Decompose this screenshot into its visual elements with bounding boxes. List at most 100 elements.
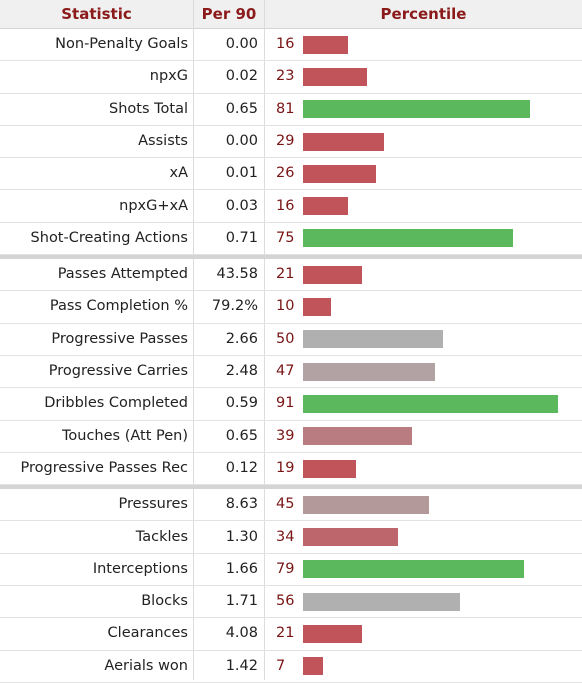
stat-label: Clearances (107, 625, 188, 642)
stat-label: Shot-Creating Actions (30, 229, 188, 246)
per90-value: 2.66 (225, 330, 258, 347)
per90-column-header[interactable]: Per 90 (201, 5, 257, 23)
per90-value: 1.42 (225, 657, 258, 674)
table-row: Progressive Passes Rec 0.12 19 (0, 453, 582, 486)
percentile-bar (303, 495, 429, 514)
percentile-bar (303, 298, 331, 317)
stat-label: npxG (149, 68, 188, 85)
per90-value: 0.71 (225, 229, 258, 246)
table-row: Aerials won 1.42 7 (0, 651, 582, 683)
per90-value: 1.71 (225, 593, 258, 610)
table-row: Touches (Att Pen) 0.65 39 (0, 421, 582, 453)
stat-label: Pressures (118, 496, 188, 513)
stat-label: Assists (138, 132, 188, 149)
table-row: Shots Total 0.65 81 (0, 94, 582, 126)
stat-label: Progressive Passes Rec (20, 459, 188, 476)
percentile-bar (303, 592, 460, 611)
percentile-value: 45 (276, 496, 295, 513)
percentile-value: 29 (276, 132, 295, 149)
per90-value: 0.00 (225, 36, 258, 52)
percentile-value: 16 (276, 197, 295, 214)
per90-value: 1.66 (225, 560, 258, 577)
per90-value: 1.30 (225, 528, 258, 545)
percentile-bar (303, 265, 362, 284)
per90-value: 0.01 (225, 165, 258, 182)
percentile-value: 81 (276, 100, 295, 117)
per90-value: 2.48 (225, 363, 258, 379)
per90-value: 8.63 (225, 496, 258, 513)
percentile-value: 23 (276, 68, 295, 85)
stat-label: Progressive Passes (51, 330, 188, 347)
percentile-value: 21 (276, 266, 295, 283)
stat-label: Interceptions (92, 560, 188, 577)
table-row: Pass Completion % 79.2% 10 (0, 291, 582, 324)
per90-value: 4.08 (225, 625, 258, 642)
percentile-bar (303, 164, 376, 183)
percentile-value: 50 (276, 330, 295, 347)
percentile-value: 21 (276, 625, 295, 642)
table-row: Assists 0.00 29 (0, 126, 582, 159)
percentile-bar (303, 229, 513, 248)
percentile-bar (303, 132, 385, 151)
table-row: Progressive Passes 2.66 50 (0, 324, 582, 356)
per90-value: 0.00 (225, 132, 258, 149)
per90-value: 0.03 (225, 197, 258, 214)
group-separator (0, 255, 582, 260)
per90-value: 0.12 (225, 459, 258, 476)
group-separator (0, 485, 582, 490)
percentile-bar (303, 625, 362, 644)
table-header: Statistic Per 90 Percentile (0, 0, 582, 29)
per90-value: 0.65 (225, 427, 258, 444)
column-divider (264, 0, 265, 680)
per90-value: 0.65 (225, 100, 258, 117)
table-row: Progressive Carries 2.48 47 (0, 356, 582, 389)
stat-label: Passes Attempted (57, 266, 188, 283)
stat-label: Blocks (141, 593, 188, 610)
table-row: Dribbles Completed 0.59 91 (0, 388, 582, 421)
table-row: Blocks 1.71 56 (0, 586, 582, 619)
statistic-column-header[interactable]: Statistic (61, 5, 132, 23)
table-row: npxG 0.02 23 (0, 61, 582, 94)
percentile-value: 19 (276, 459, 295, 476)
percentile-bar (303, 657, 323, 676)
stat-label: Tackles (135, 528, 188, 545)
percentile-bar (303, 459, 357, 478)
percentile-value: 91 (276, 395, 295, 412)
percentile-value: 26 (276, 165, 295, 182)
table-row: Interceptions 1.66 79 (0, 554, 582, 587)
table-row: Tackles 1.30 34 (0, 522, 582, 554)
table-row: npxG+xA 0.03 16 (0, 191, 582, 223)
percentile-value: 10 (276, 298, 295, 315)
percentile-bar (303, 330, 443, 349)
per90-value: 43.58 (216, 266, 258, 283)
table-row: Pressures 8.63 45 (0, 489, 582, 522)
stat-label: xA (169, 165, 188, 182)
table-row: Non-Penalty Goals 0.00 16 (0, 29, 582, 62)
stat-label: Aerials won (104, 657, 188, 674)
percentile-bar (303, 100, 530, 119)
percentile-value: 34 (276, 528, 295, 545)
stat-label: Dribbles Completed (44, 395, 188, 412)
table-row: xA 0.01 26 (0, 158, 582, 191)
percentile-bar (303, 427, 413, 446)
percentile-value: 75 (276, 229, 295, 246)
stat-label: Non-Penalty Goals (55, 36, 188, 52)
percentile-value: 47 (276, 363, 295, 379)
table-row: Passes Attempted 43.58 21 (0, 259, 582, 292)
percentile-bar (303, 528, 399, 547)
percentile-bar (303, 362, 435, 381)
percentile-bar (303, 560, 525, 579)
percentile-bar (303, 67, 368, 86)
stat-label: Progressive Carries (48, 363, 188, 379)
percentile-bar (303, 197, 348, 216)
table-row: Shot-Creating Actions 0.71 75 (0, 223, 582, 256)
stat-label: Shots Total (109, 100, 188, 117)
percentile-value: 39 (276, 427, 295, 444)
percentile-column-header[interactable]: Percentile (380, 5, 467, 23)
percentile-value: 56 (276, 593, 295, 610)
per90-value: 79.2% (211, 298, 258, 315)
percentile-value: 7 (276, 657, 286, 674)
table-row: Clearances 4.08 21 (0, 618, 582, 651)
stat-label: Touches (Att Pen) (62, 427, 188, 444)
